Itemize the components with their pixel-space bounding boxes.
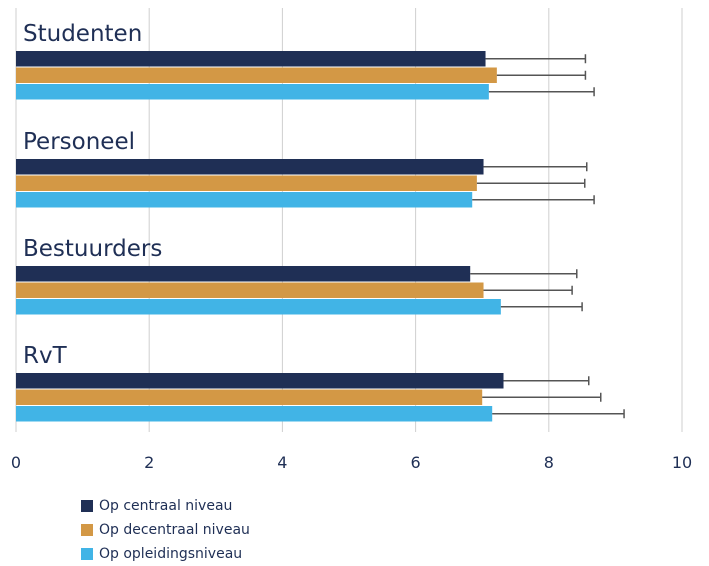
bar [16, 406, 493, 422]
error-bars [470, 54, 625, 419]
legend-label: Op centraal niveau [99, 498, 233, 514]
x-tick-label: 8 [544, 453, 554, 472]
x-axis-ticks: 0 2 4 6 8 10 [11, 453, 692, 472]
x-tick-label: 6 [411, 453, 421, 472]
legend-label: Op decentraal niveau [99, 522, 250, 538]
category-label: RvT [23, 343, 68, 369]
bar [16, 51, 486, 67]
bar-chart: Studenten Personeel Bestuurders RvT 0 2 4 6 8 10 [11, 8, 692, 472]
bar [16, 299, 501, 315]
bar [16, 266, 471, 282]
legend-swatch [81, 548, 93, 560]
bar [16, 175, 477, 191]
legend-item: Op centraal niveau [81, 494, 250, 518]
x-tick-label: 2 [144, 453, 154, 472]
bar [16, 159, 484, 175]
category-label: Studenten [23, 21, 142, 47]
legend: Op centraal niveau Op decentraal niveau Op… [81, 494, 250, 566]
x-tick-label: 10 [672, 453, 692, 472]
x-tick-label: 0 [11, 453, 21, 472]
legend-label: Op opleidingsniveau [99, 546, 243, 562]
category-label: Personeel [23, 129, 135, 155]
bar [16, 373, 504, 389]
bar [16, 389, 483, 405]
bar [16, 67, 497, 83]
bar [16, 192, 473, 208]
bar [16, 84, 489, 100]
bars [16, 51, 504, 422]
bar [16, 282, 484, 298]
x-tick-label: 4 [277, 453, 287, 472]
category-labels: Studenten Personeel Bestuurders RvT [23, 21, 162, 369]
legend-item: Op opleidingsniveau [81, 542, 250, 566]
legend-swatch [81, 524, 93, 536]
legend-item: Op decentraal niveau [81, 518, 250, 542]
category-label: Bestuurders [23, 236, 162, 262]
legend-swatch [81, 500, 93, 512]
